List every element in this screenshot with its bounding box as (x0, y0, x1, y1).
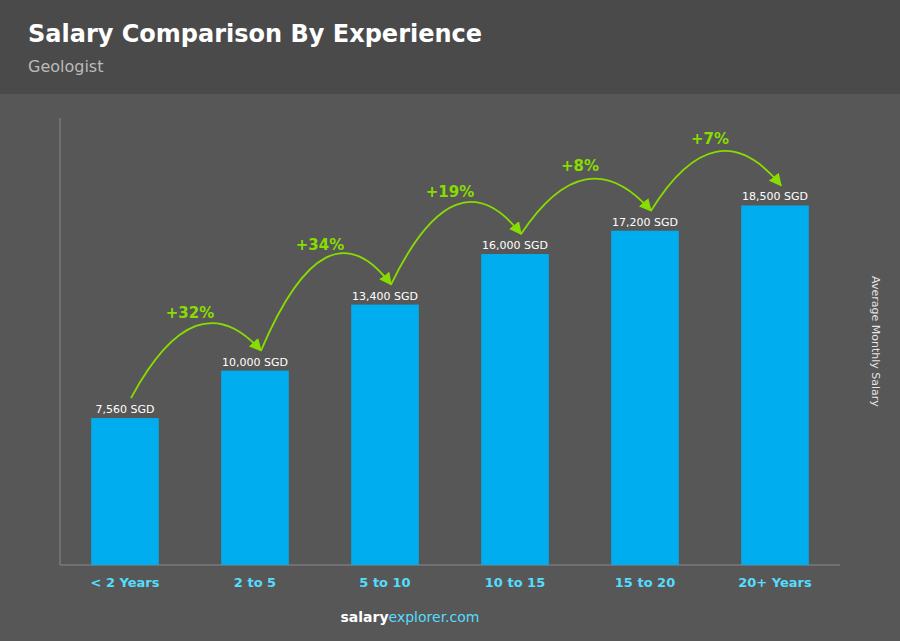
value-label: 10,000 SGD (222, 356, 288, 369)
change-arrow (521, 179, 651, 235)
x-tick-label: 20+ Years (738, 575, 812, 590)
value-label: 16,000 SGD (482, 239, 548, 252)
x-axis-line (60, 565, 840, 566)
bar (91, 418, 159, 565)
value-label: 18,500 SGD (742, 190, 808, 203)
change-annotation: +7% (691, 130, 729, 148)
chart-container: Salary Comparison By Experience Geologist… (0, 0, 900, 641)
x-tick-label: 10 to 15 (485, 575, 545, 590)
watermark-part: salary (341, 609, 389, 625)
watermark-part: explorer.com (389, 609, 480, 625)
x-tick-label: < 2 Years (91, 575, 160, 590)
subtitle: Geologist (28, 57, 103, 76)
change-arrow (391, 202, 521, 285)
bar (481, 254, 549, 565)
bar (741, 205, 809, 565)
value-label: 13,400 SGD (352, 290, 418, 303)
header-background (0, 0, 900, 94)
bar (351, 305, 419, 565)
change-arrow (651, 151, 781, 211)
change-annotation: +8% (561, 157, 599, 175)
bars (91, 205, 809, 565)
x-tick-label: 15 to 20 (615, 575, 675, 590)
change-annotation: +19% (426, 183, 474, 201)
watermark: salaryexplorer.com (341, 609, 480, 625)
change-annotation: +34% (296, 236, 344, 254)
title: Salary Comparison By Experience (28, 20, 482, 48)
change-annotation: +32% (166, 304, 214, 322)
change-arrow (131, 323, 261, 398)
x-tick-label: 2 to 5 (234, 575, 276, 590)
value-label: 17,200 SGD (612, 216, 678, 229)
x-tick-label: 5 to 10 (359, 575, 410, 590)
change-arrow (261, 253, 391, 351)
value-label: 7,560 SGD (96, 403, 155, 416)
bar (611, 231, 679, 565)
y-axis-line (60, 118, 61, 565)
y-axis-label: Average Monthly Salary (869, 276, 882, 407)
chart-svg: Salary Comparison By Experience Geologist… (0, 0, 900, 641)
bar (221, 371, 289, 565)
chart-background (0, 94, 900, 641)
